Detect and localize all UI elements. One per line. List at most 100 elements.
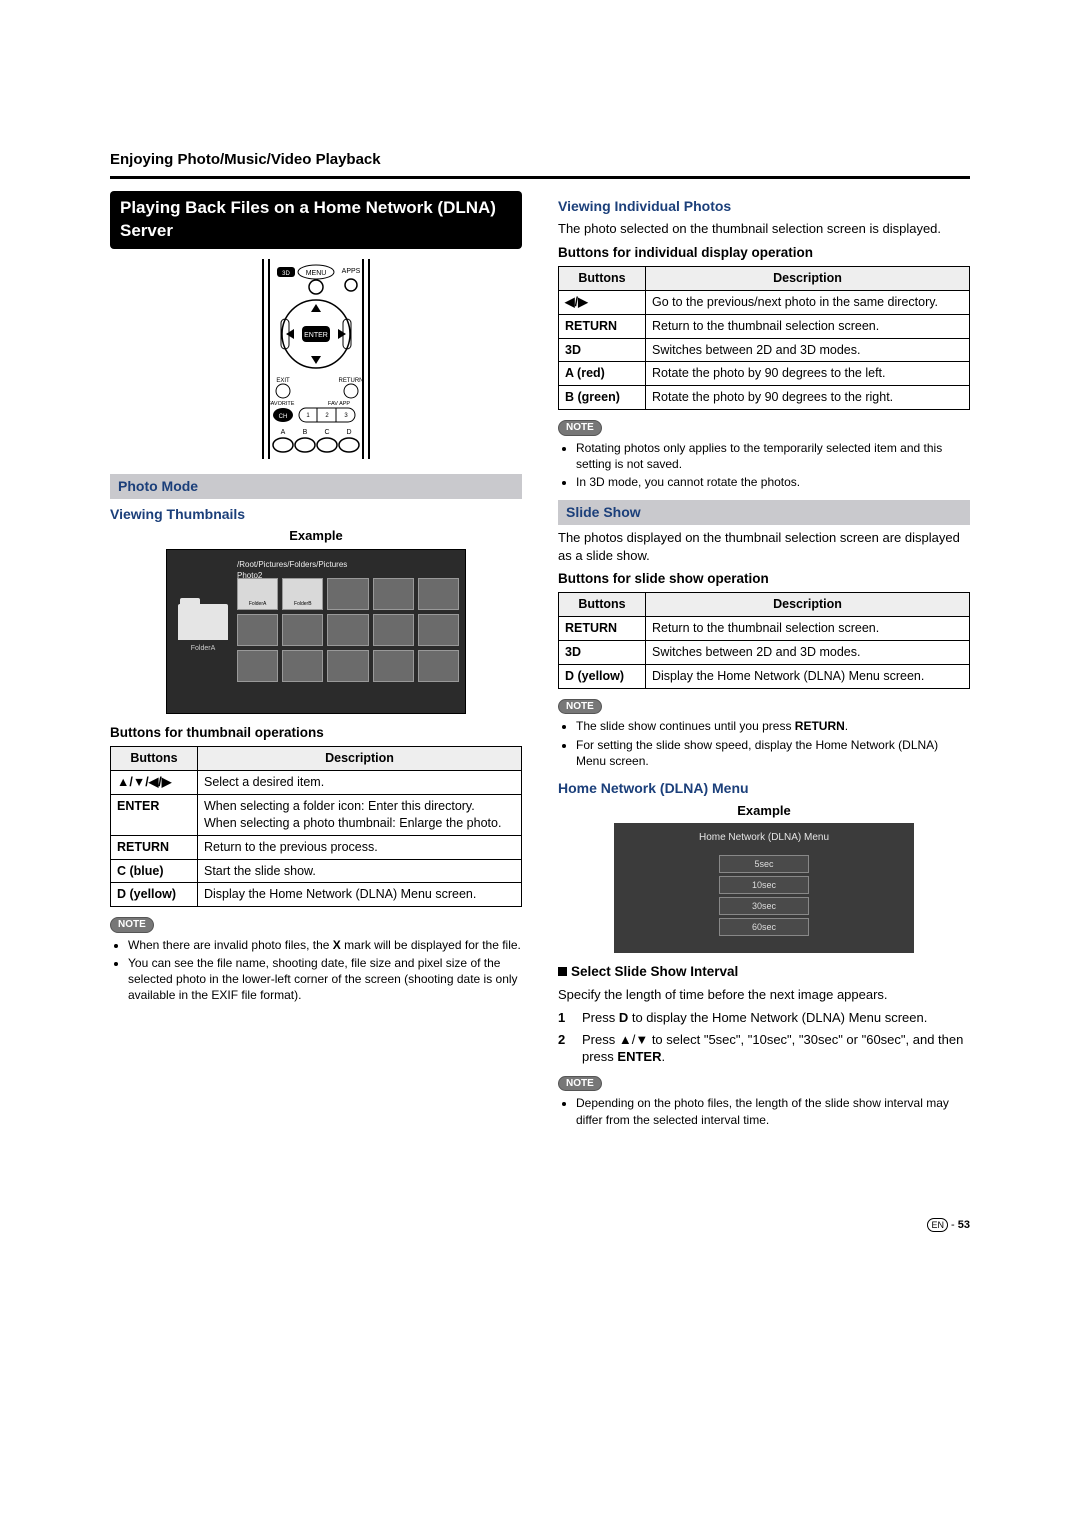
- sidebar-folder-icon: [178, 604, 228, 640]
- title-rule: [110, 176, 970, 179]
- photo-mode-bar: Photo Mode: [110, 474, 522, 499]
- thumb-th-desc: Description: [198, 747, 522, 771]
- viewing-individual-heading: Viewing Individual Photos: [558, 197, 970, 216]
- table-row: A (red): [559, 362, 646, 386]
- lang-badge: EN: [927, 1218, 948, 1232]
- vi-notes: Rotating photos only applies to the temp…: [558, 440, 970, 491]
- left-column: Playing Back Files on a Home Network (DL…: [110, 191, 522, 1137]
- table-row: Return to the thumbnail selection screen…: [646, 314, 970, 338]
- table-row: 3D: [559, 338, 646, 362]
- table-row: When selecting a folder icon: Enter this…: [198, 794, 522, 835]
- ss-buttons-table: Buttons Description RETURNReturn to the …: [558, 592, 970, 689]
- vi-buttons-heading: Buttons for individual display operation: [558, 244, 970, 262]
- section-header-black: Playing Back Files on a Home Network (DL…: [110, 191, 522, 249]
- table-row: Rotate the photo by 90 degrees to the ri…: [646, 386, 970, 410]
- select-interval-heading: Select Slide Show Interval: [558, 963, 970, 981]
- table-row: Start the slide show.: [198, 859, 522, 883]
- table-row: Display the Home Network (DLNA) Menu scr…: [646, 665, 970, 689]
- note-item: The slide show continues until you press…: [576, 718, 970, 734]
- grid-thumb: [237, 650, 278, 682]
- table-row: D (yellow): [559, 665, 646, 689]
- note-item: Depending on the photo files, the length…: [576, 1095, 970, 1127]
- ss-buttons-heading: Buttons for slide show operation: [558, 570, 970, 588]
- grid-thumb: [418, 578, 459, 610]
- step-2: 2Press ▲/▼ to select "5sec", "10sec", "3…: [558, 1031, 970, 1066]
- final-notes: Depending on the photo files, the length…: [558, 1095, 970, 1127]
- table-row: RETURN: [559, 314, 646, 338]
- interval-steps: 1Press D to display the Home Network (DL…: [558, 1009, 970, 1066]
- dlna-menu-title: Home Network (DLNA) Menu: [614, 831, 914, 845]
- svg-text:MENU: MENU: [306, 270, 327, 277]
- thumb-path: /Root/Pictures/Folders/Pictures: [237, 560, 347, 569]
- grid-thumb: [327, 650, 368, 682]
- table-row: ◀/▶: [559, 290, 646, 314]
- sidebar-folder-label: FolderA: [173, 644, 233, 653]
- table-row: B (green): [559, 386, 646, 410]
- square-bullet-icon: [558, 967, 567, 976]
- grid-thumb: [327, 614, 368, 646]
- thumbnail-example: /Root/Pictures/Folders/Pictures Photo2 F…: [166, 549, 466, 714]
- grid-thumb: [327, 578, 368, 610]
- page-number: 53: [958, 1219, 970, 1231]
- dlna-option: 5sec: [719, 855, 809, 873]
- note-item: When there are invalid photo files, the …: [128, 937, 522, 953]
- grid-thumb: [237, 614, 278, 646]
- example-label-right: Example: [558, 802, 970, 820]
- dlna-option: 60sec: [719, 918, 809, 936]
- dlna-menu-heading: Home Network (DLNA) Menu: [558, 779, 970, 798]
- vi-buttons-table: Buttons Description ◀/▶Go to the previou…: [558, 266, 970, 410]
- note-badge: NOTE: [558, 1076, 602, 1092]
- thumb-buttons-heading: Buttons for thumbnail operations: [110, 724, 522, 742]
- note-item: For setting the slide show speed, displa…: [576, 737, 970, 769]
- vi-th-desc: Description: [646, 266, 970, 290]
- ss-th-desc: Description: [646, 593, 970, 617]
- dlna-menu-example: Home Network (DLNA) Menu 5sec 10sec 30se…: [614, 823, 914, 953]
- table-row: C (blue): [111, 859, 198, 883]
- table-row: ▲/▼/◀/▶: [111, 771, 198, 795]
- thumb-th-buttons: Buttons: [111, 747, 198, 771]
- slide-show-bar: Slide Show: [558, 500, 970, 525]
- grid-folder-a: FolderA: [237, 578, 278, 610]
- svg-text:FAV APP: FAV APP: [328, 401, 351, 407]
- svg-text:1: 1: [306, 413, 310, 419]
- dlna-option: 10sec: [719, 876, 809, 894]
- note-badge: NOTE: [110, 917, 154, 933]
- note-item: You can see the file name, shooting date…: [128, 955, 522, 1004]
- remote-svg: 3D MENU APPS ENTER EXIT RETURN: [231, 259, 401, 459]
- table-row: RETURN: [559, 617, 646, 641]
- table-row: ENTER: [111, 794, 198, 835]
- svg-text:CH: CH: [279, 414, 288, 420]
- note-badge: NOTE: [558, 420, 602, 436]
- svg-text:2: 2: [325, 413, 329, 419]
- table-row: Return to the thumbnail selection screen…: [646, 617, 970, 641]
- step-1: 1Press D to display the Home Network (DL…: [558, 1009, 970, 1027]
- grid-thumb: [282, 614, 323, 646]
- table-row: Rotate the photo by 90 degrees to the le…: [646, 362, 970, 386]
- svg-text:EXIT: EXIT: [276, 378, 290, 384]
- grid-thumb: [373, 578, 414, 610]
- ss-para: The photos displayed on the thumbnail se…: [558, 529, 970, 564]
- svg-text:ENTER: ENTER: [304, 332, 328, 339]
- svg-text:C: C: [324, 429, 329, 436]
- svg-text:APPS: APPS: [342, 268, 361, 275]
- svg-text:RETURN: RETURN: [339, 378, 364, 384]
- grid-thumb: [373, 650, 414, 682]
- table-row: 3D: [559, 641, 646, 665]
- dlna-option: 30sec: [719, 897, 809, 915]
- vi-para: The photo selected on the thumbnail sele…: [558, 220, 970, 238]
- table-row: Switches between 2D and 3D modes.: [646, 641, 970, 665]
- svg-text:3D: 3D: [282, 271, 290, 277]
- svg-text:D: D: [346, 429, 351, 436]
- table-row: Switches between 2D and 3D modes.: [646, 338, 970, 362]
- svg-text:3: 3: [344, 413, 348, 419]
- example-label-left: Example: [110, 527, 522, 545]
- thumb-buttons-table: Buttons Description ▲/▼/◀/▶Select a desi…: [110, 746, 522, 907]
- svg-text:FAVORITE: FAVORITE: [268, 401, 295, 407]
- vi-th-buttons: Buttons: [559, 266, 646, 290]
- grid-thumb: [373, 614, 414, 646]
- note-badge: NOTE: [558, 699, 602, 715]
- grid-thumb: [418, 614, 459, 646]
- thumb-notes: When there are invalid photo files, the …: [110, 937, 522, 1004]
- viewing-thumbnails-heading: Viewing Thumbnails: [110, 505, 522, 524]
- table-row: Go to the previous/next photo in the sam…: [646, 290, 970, 314]
